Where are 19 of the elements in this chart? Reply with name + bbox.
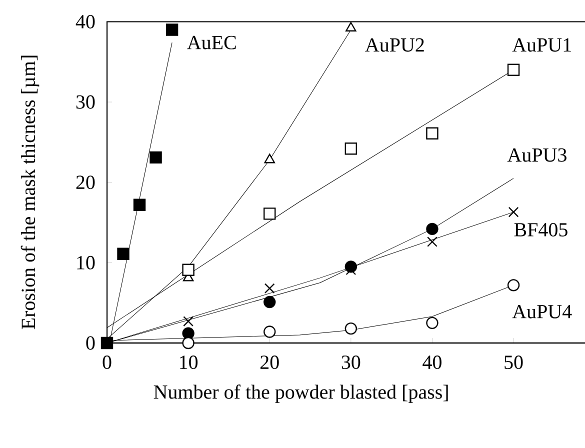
x-axis-title: Number of the powder blasted [pass] (154, 384, 448, 403)
y-tick-label: 20 (76, 176, 95, 190)
series-label: AuPU2 (365, 38, 424, 52)
x-tick-label: 50 (504, 356, 523, 370)
series-label: AuPU1 (512, 38, 571, 52)
y-tick-label: 0 (86, 336, 95, 350)
x-tick-label: 10 (180, 356, 198, 370)
y-tick-label: 40 (76, 14, 95, 28)
y-tick-label: 30 (76, 95, 95, 109)
x-tick-label: 30 (342, 356, 360, 370)
x-tick-label: 0 (102, 356, 112, 370)
y-axis-title: Erosion of the mask thicness [µm] (20, 56, 40, 330)
x-tick-label: 40 (422, 356, 442, 370)
series-label: AuEC (187, 36, 236, 50)
series-label: BF405 (514, 222, 568, 236)
series-label: AuPU4 (512, 304, 572, 318)
y-tick-label: 10 (77, 256, 95, 270)
x-tick-label: 20 (260, 356, 279, 370)
series-label: AuPU3 (507, 148, 566, 162)
